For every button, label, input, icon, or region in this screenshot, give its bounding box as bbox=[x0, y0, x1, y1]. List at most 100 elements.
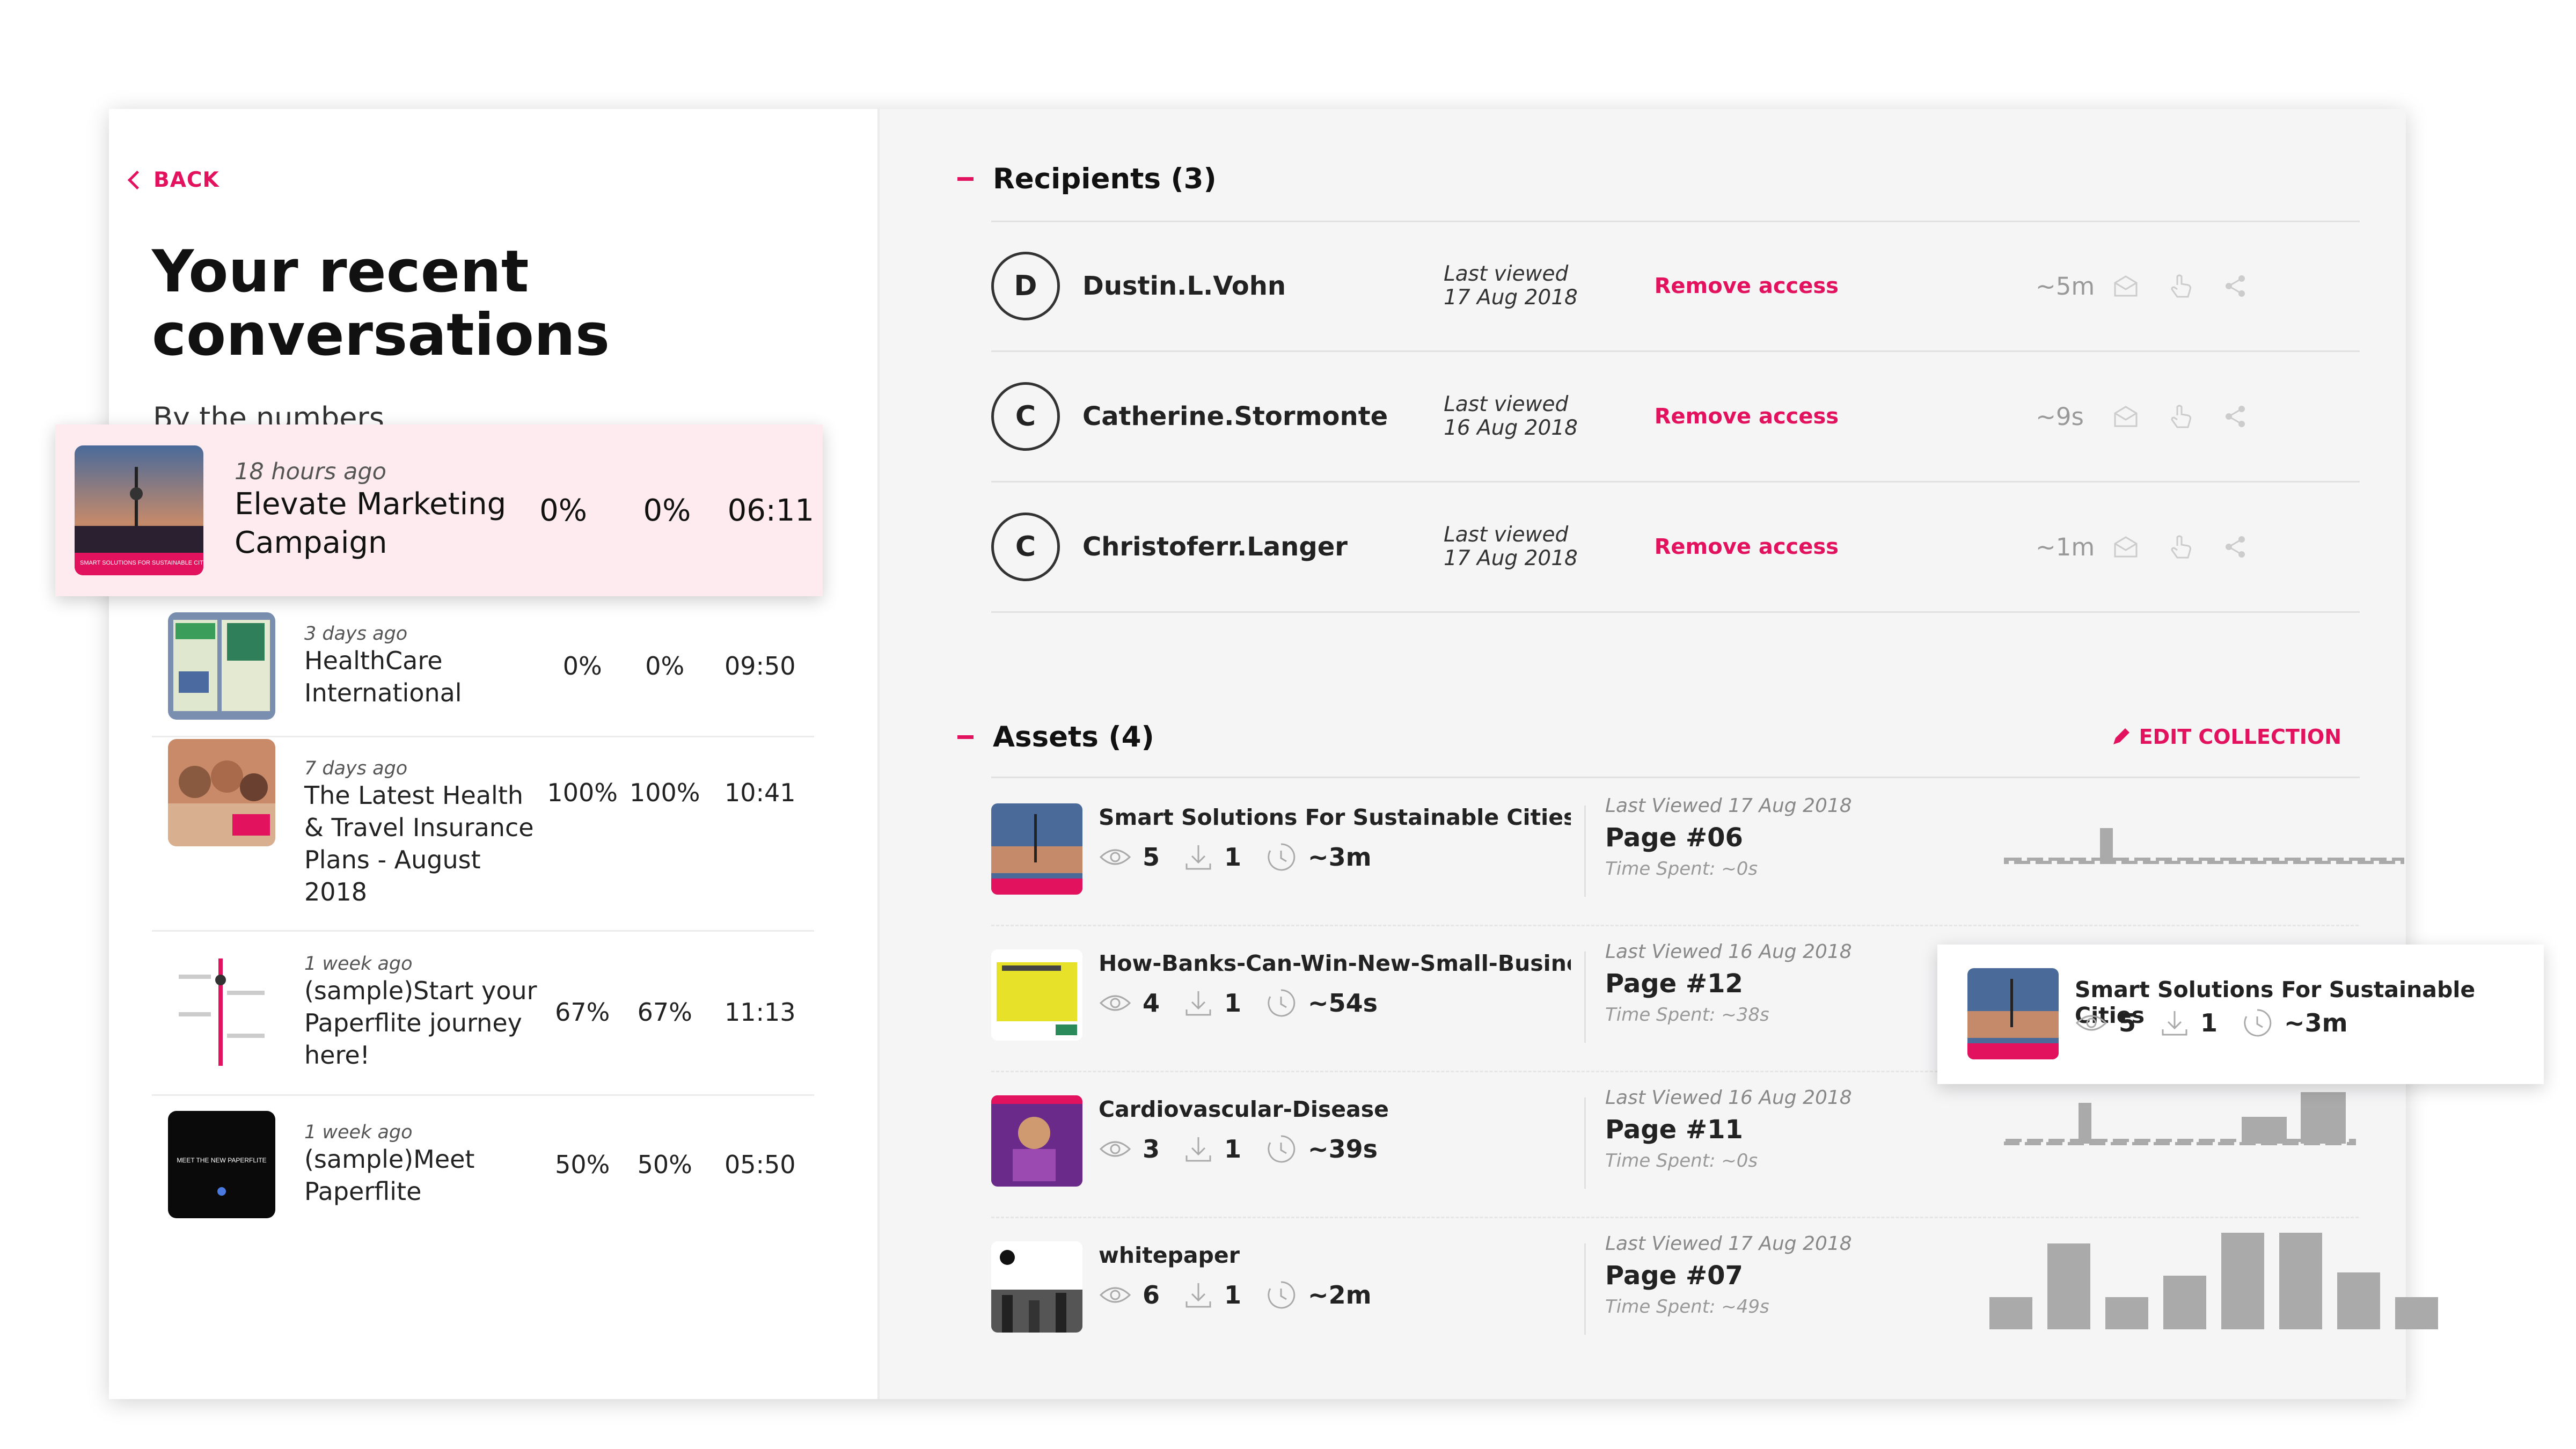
recipient-duration: ~1m bbox=[2036, 532, 2095, 561]
conversation-row[interactable]: MEET THE NEW PAPERFLITE 1 week ago (samp… bbox=[152, 1094, 814, 1235]
conversation-highlight[interactable]: SMART SOLUTIONS FOR SUSTAINABLE CITIES 1… bbox=[55, 425, 823, 596]
conversation-thumbnail: MEET THE NEW PAPERFLITE bbox=[168, 1111, 275, 1218]
conversation-stat-1: 67% bbox=[555, 998, 610, 1027]
assets-header[interactable]: Assets (4) bbox=[957, 721, 1154, 753]
avatar: C bbox=[991, 382, 1060, 451]
download-icon bbox=[2162, 1011, 2187, 1036]
asset-thumbnail bbox=[991, 1241, 1082, 1333]
divider bbox=[991, 611, 2360, 613]
envelope-icon[interactable] bbox=[2113, 534, 2139, 560]
asset-last-viewed: Last Viewed 16 Aug 2018 bbox=[1605, 1087, 1852, 1109]
clock-icon bbox=[1268, 843, 1296, 871]
download-icon bbox=[1185, 1137, 1211, 1162]
hand-icon[interactable] bbox=[2168, 273, 2193, 299]
download-icon bbox=[1185, 991, 1211, 1016]
conversation-time: 1 week ago bbox=[304, 1122, 413, 1143]
recipient-duration: ~5m bbox=[2036, 272, 2095, 301]
details-panel: Recipients (3) D Dustin.L.Vohn Last view… bbox=[877, 109, 2438, 1399]
page-subtitle: By the numbers bbox=[153, 401, 384, 426]
popup-stats: 5 1 ~3m bbox=[2075, 1007, 2372, 1039]
share-icon[interactable] bbox=[2222, 534, 2248, 560]
envelope-icon[interactable] bbox=[2113, 273, 2139, 299]
asset-page: Page #07 bbox=[1605, 1261, 1743, 1291]
back-chevron-icon bbox=[127, 170, 147, 190]
asset-stats: 6 1 ~2m bbox=[1099, 1279, 1395, 1311]
asset-sparkline-4 bbox=[1989, 1233, 2438, 1329]
conversation-stat-1: 0% bbox=[539, 493, 587, 528]
clock-icon bbox=[2244, 1009, 2272, 1037]
conversation-thumbnail bbox=[168, 958, 275, 1066]
divider bbox=[991, 350, 2360, 352]
conversation-name: (sample)Start your Paperflite journey he… bbox=[304, 976, 537, 1070]
divider bbox=[991, 481, 2360, 482]
hand-icon[interactable] bbox=[2168, 404, 2193, 429]
asset-time-spent: Time Spent: ~0s bbox=[1605, 1150, 1758, 1172]
avatar: D bbox=[991, 252, 1060, 320]
share-icon[interactable] bbox=[2222, 404, 2248, 429]
asset-name: How-Banks-Can-Win-New-Small-Busines... bbox=[1099, 950, 1571, 976]
asset-row[interactable]: How-Banks-Can-Win-New-Small-Busines... 4… bbox=[991, 925, 2359, 1072]
conversation-stat-3: 06:11 bbox=[727, 493, 814, 528]
city-thumbnail-image: SMART SOLUTIONS FOR SUSTAINABLE CITIES bbox=[75, 445, 204, 575]
asset-name: Cardiovascular-Disease bbox=[1099, 1096, 1389, 1122]
asset-page: Page #11 bbox=[1605, 1115, 1743, 1145]
recipient-name: Dustin.L.Vohn bbox=[1082, 271, 1286, 301]
edit-collection-button[interactable]: EDIT COLLECTION bbox=[2110, 725, 2341, 749]
remove-access-link[interactable]: Remove access bbox=[1654, 535, 1839, 559]
conversation-stat-2: 100% bbox=[629, 778, 700, 807]
conversation-stat-1: 50% bbox=[555, 1150, 610, 1179]
asset-time-spent: Time Spent: ~0s bbox=[1605, 858, 1758, 880]
collapse-icon bbox=[957, 735, 974, 739]
conversation-stat-2: 50% bbox=[637, 1150, 692, 1179]
asset-time-spent: Time Spent: ~38s bbox=[1605, 1004, 1769, 1026]
asset-row[interactable]: Smart Solutions For Sustainable Cities 5… bbox=[991, 779, 2404, 926]
conversation-time: 3 days ago bbox=[304, 623, 408, 645]
journey-thumbnail-image bbox=[168, 958, 275, 1066]
asset-sparkline-1 bbox=[2004, 828, 2404, 864]
asset-row[interactable]: Cardiovascular-Disease 3 1 ~39s Last Vie… bbox=[991, 1071, 2359, 1218]
hand-icon[interactable] bbox=[2168, 534, 2193, 560]
conversation-name: The Latest Health & Travel Insurance Pla… bbox=[304, 781, 534, 906]
popup-thumbnail bbox=[1967, 968, 2059, 1059]
asset-name: Smart Solutions For Sustainable Cities bbox=[1099, 804, 1571, 830]
share-icon[interactable] bbox=[2222, 273, 2248, 299]
download-icon bbox=[1185, 845, 1211, 870]
remove-access-link[interactable]: Remove access bbox=[1654, 404, 1839, 429]
conversation-row[interactable]: 3 days ago HealthCare International 0% 0… bbox=[152, 596, 814, 737]
thumb-text: SMART SOLUTIONS FOR SUSTAINABLE CITIES bbox=[80, 560, 203, 566]
asset-page: Page #12 bbox=[1605, 969, 1743, 999]
conversation-row[interactable]: 1 week ago (sample)Start your Paperflite… bbox=[152, 930, 814, 1096]
conversation-stat-3: 10:41 bbox=[724, 778, 796, 807]
asset-name: whitepaper bbox=[1099, 1242, 1240, 1268]
asset-last-viewed: Last Viewed 17 Aug 2018 bbox=[1605, 795, 1852, 817]
asset-stats: 3 1 ~39s bbox=[1099, 1133, 1401, 1165]
healthcare-thumbnail-image bbox=[168, 612, 275, 720]
eye-icon bbox=[1099, 1141, 1131, 1157]
back-label: BACK bbox=[153, 168, 219, 192]
conversation-time: 18 hours ago bbox=[235, 458, 386, 485]
recipients-header[interactable]: Recipients (3) bbox=[957, 163, 1217, 195]
asset-last-viewed: Last Viewed 16 Aug 2018 bbox=[1605, 941, 1852, 963]
conversation-row[interactable]: 7 days ago The Latest Health & Travel In… bbox=[152, 736, 814, 932]
divider bbox=[991, 221, 2360, 222]
asset-stats: 5 1 ~3m bbox=[1099, 841, 1395, 873]
envelope-icon[interactable] bbox=[2113, 404, 2139, 429]
asset-thumbnail bbox=[991, 803, 1082, 895]
conversation-time: 7 days ago bbox=[304, 758, 408, 779]
meet-thumbnail-image: MEET THE NEW PAPERFLITE bbox=[168, 1111, 275, 1218]
collapse-icon bbox=[957, 177, 974, 181]
asset-row[interactable]: whitepaper 6 1 ~2m Last Viewed 17 Aug 20… bbox=[991, 1217, 2438, 1363]
conversation-name: HealthCare International bbox=[304, 646, 462, 707]
popup-asset-name: Smart Solutions For Sustainable Cities bbox=[2075, 977, 2476, 1028]
recipient-last-viewed: Last viewed 17 Aug 2018 bbox=[1444, 262, 1578, 310]
remove-access-link[interactable]: Remove access bbox=[1654, 274, 1839, 298]
recipient-last-viewed: Last viewed 17 Aug 2018 bbox=[1444, 523, 1578, 570]
back-link[interactable]: BACK bbox=[127, 168, 219, 192]
conversations-panel: BACK Your recent conversations By the nu… bbox=[55, 109, 877, 1399]
conversation-time: 1 week ago bbox=[304, 953, 413, 975]
recipient-row: D Dustin.L.Vohn Last viewed 17 Aug 2018 … bbox=[880, 222, 2248, 350]
divider bbox=[991, 777, 2360, 778]
download-icon bbox=[1185, 1283, 1211, 1308]
conversation-stat-2: 0% bbox=[645, 652, 685, 680]
eye-icon bbox=[1099, 1287, 1131, 1303]
